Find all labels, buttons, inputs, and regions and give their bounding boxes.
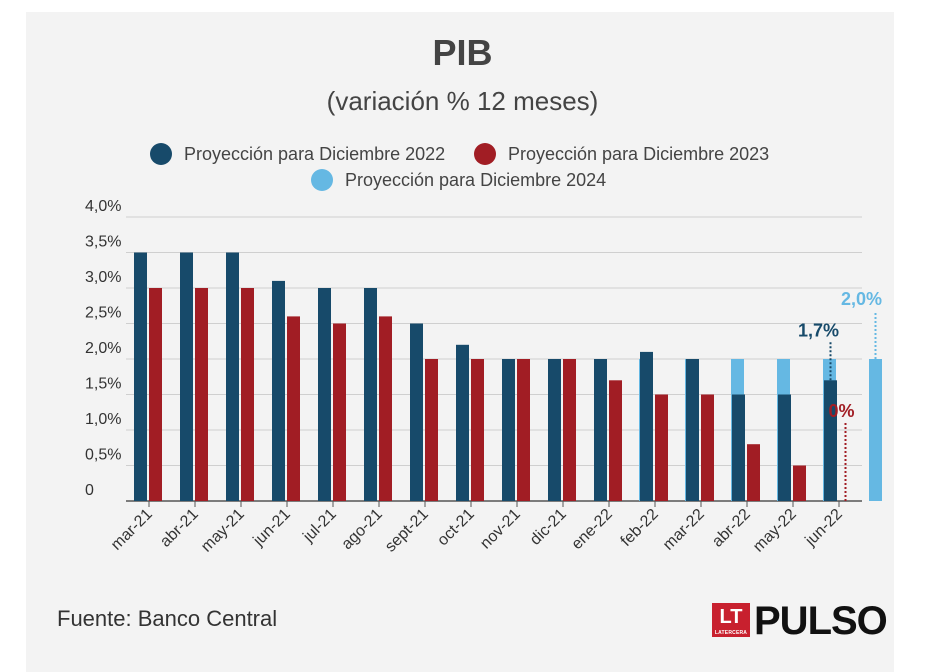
legend-label-2024: Proyección para Diciembre 2024 [345,169,607,190]
legend-item-2023: Proyección para Diciembre 2023 [474,143,769,165]
latercera-logo-wordmark: LATERCERA [714,630,748,636]
bar-0 [318,288,331,501]
chart-title: PIB [432,32,493,73]
source-note: Fuente: Banco Central [57,606,278,631]
x-tick-label: may-21 [198,506,248,556]
bar-1 [609,380,622,501]
x-tick-label: dic-21 [527,506,570,549]
y-tick-label: 4,0% [85,198,121,215]
latercera-logo: LT LATERCERA [712,603,750,637]
x-tick-label: nov-21 [477,506,524,553]
bar-1 [287,316,300,501]
x-tick-label: ago-21 [339,506,386,553]
bar-1 [517,359,530,501]
bar-0 [502,359,515,501]
bar-1 [701,394,714,501]
x-tick-label: jun-21 [250,506,294,550]
y-tick-label: 3,0% [85,269,121,286]
legend-swatch-2023 [474,143,496,165]
bar-0 [732,394,745,501]
bar-0 [410,323,423,501]
bar-0 [134,252,147,501]
annotation-label: 0% [828,401,854,421]
pulso-wordmark: PULSO [754,599,888,643]
legend-label-2022: Proyección para Diciembre 2022 [184,143,446,164]
y-tick-label: 0 [85,482,94,499]
bar-0 [272,280,285,501]
legend-swatch-2022 [150,143,172,165]
x-tick-label: sept-21 [382,506,432,556]
y-tick-label: 2,0% [85,340,121,357]
bar-0 [548,359,561,501]
x-tick-label: abr-21 [157,506,202,551]
bar-0 [686,359,699,501]
bar-1 [241,288,254,501]
x-tick-label: ene-22 [569,506,616,553]
y-tick-label: 1,5% [85,376,121,393]
annotation-label: 1,7% [798,320,839,340]
bar-1 [793,465,806,501]
bar-1 [747,444,760,501]
x-tick-label: jun-22 [802,506,846,550]
bar-0 [226,252,239,501]
bar-0 [824,380,837,501]
y-tick-label: 3,5% [85,234,121,251]
pulso-logo: LT LATERCERA PULSO [712,599,888,643]
bar-1 [471,359,484,501]
bar-1 [655,394,668,501]
chart-panel [26,12,894,672]
x-tick-label: jul-21 [299,506,339,546]
bar-1 [149,288,162,501]
x-tick-label: mar-22 [660,506,708,554]
bar-0 [364,288,377,501]
legend-item-2022: Proyección para Diciembre 2022 [150,143,445,165]
legend-swatch-2024 [311,169,333,191]
x-tick-label: abr-22 [709,506,754,551]
x-tick-label: may-22 [750,506,800,556]
bar-1 [379,316,392,501]
bar-0 [640,351,653,501]
y-tick-label: 2,5% [85,305,121,322]
bar-1 [425,359,438,501]
y-tick-label: 0,5% [85,447,121,464]
bar-1 [563,359,576,501]
legend-label-2023: Proyección para Diciembre 2023 [508,143,770,164]
annotation-label: 2,0% [841,289,882,309]
bar-0 [456,344,469,501]
bar-2 [869,359,882,501]
bar-0 [180,252,193,501]
x-tick-label: feb-22 [618,506,662,550]
latercera-logo-initials: LT [719,606,743,628]
x-tick-label: oct-21 [434,506,478,550]
bar-1 [195,288,208,501]
y-tick-label: 1,0% [85,411,121,428]
bar-1 [333,323,346,501]
bar-0 [594,359,607,501]
bar-0 [778,394,791,501]
legend-item-2024: Proyección para Diciembre 2024 [311,169,606,191]
x-tick-label: mar-21 [108,506,156,554]
chart-subtitle: (variación % 12 meses) [326,86,599,116]
